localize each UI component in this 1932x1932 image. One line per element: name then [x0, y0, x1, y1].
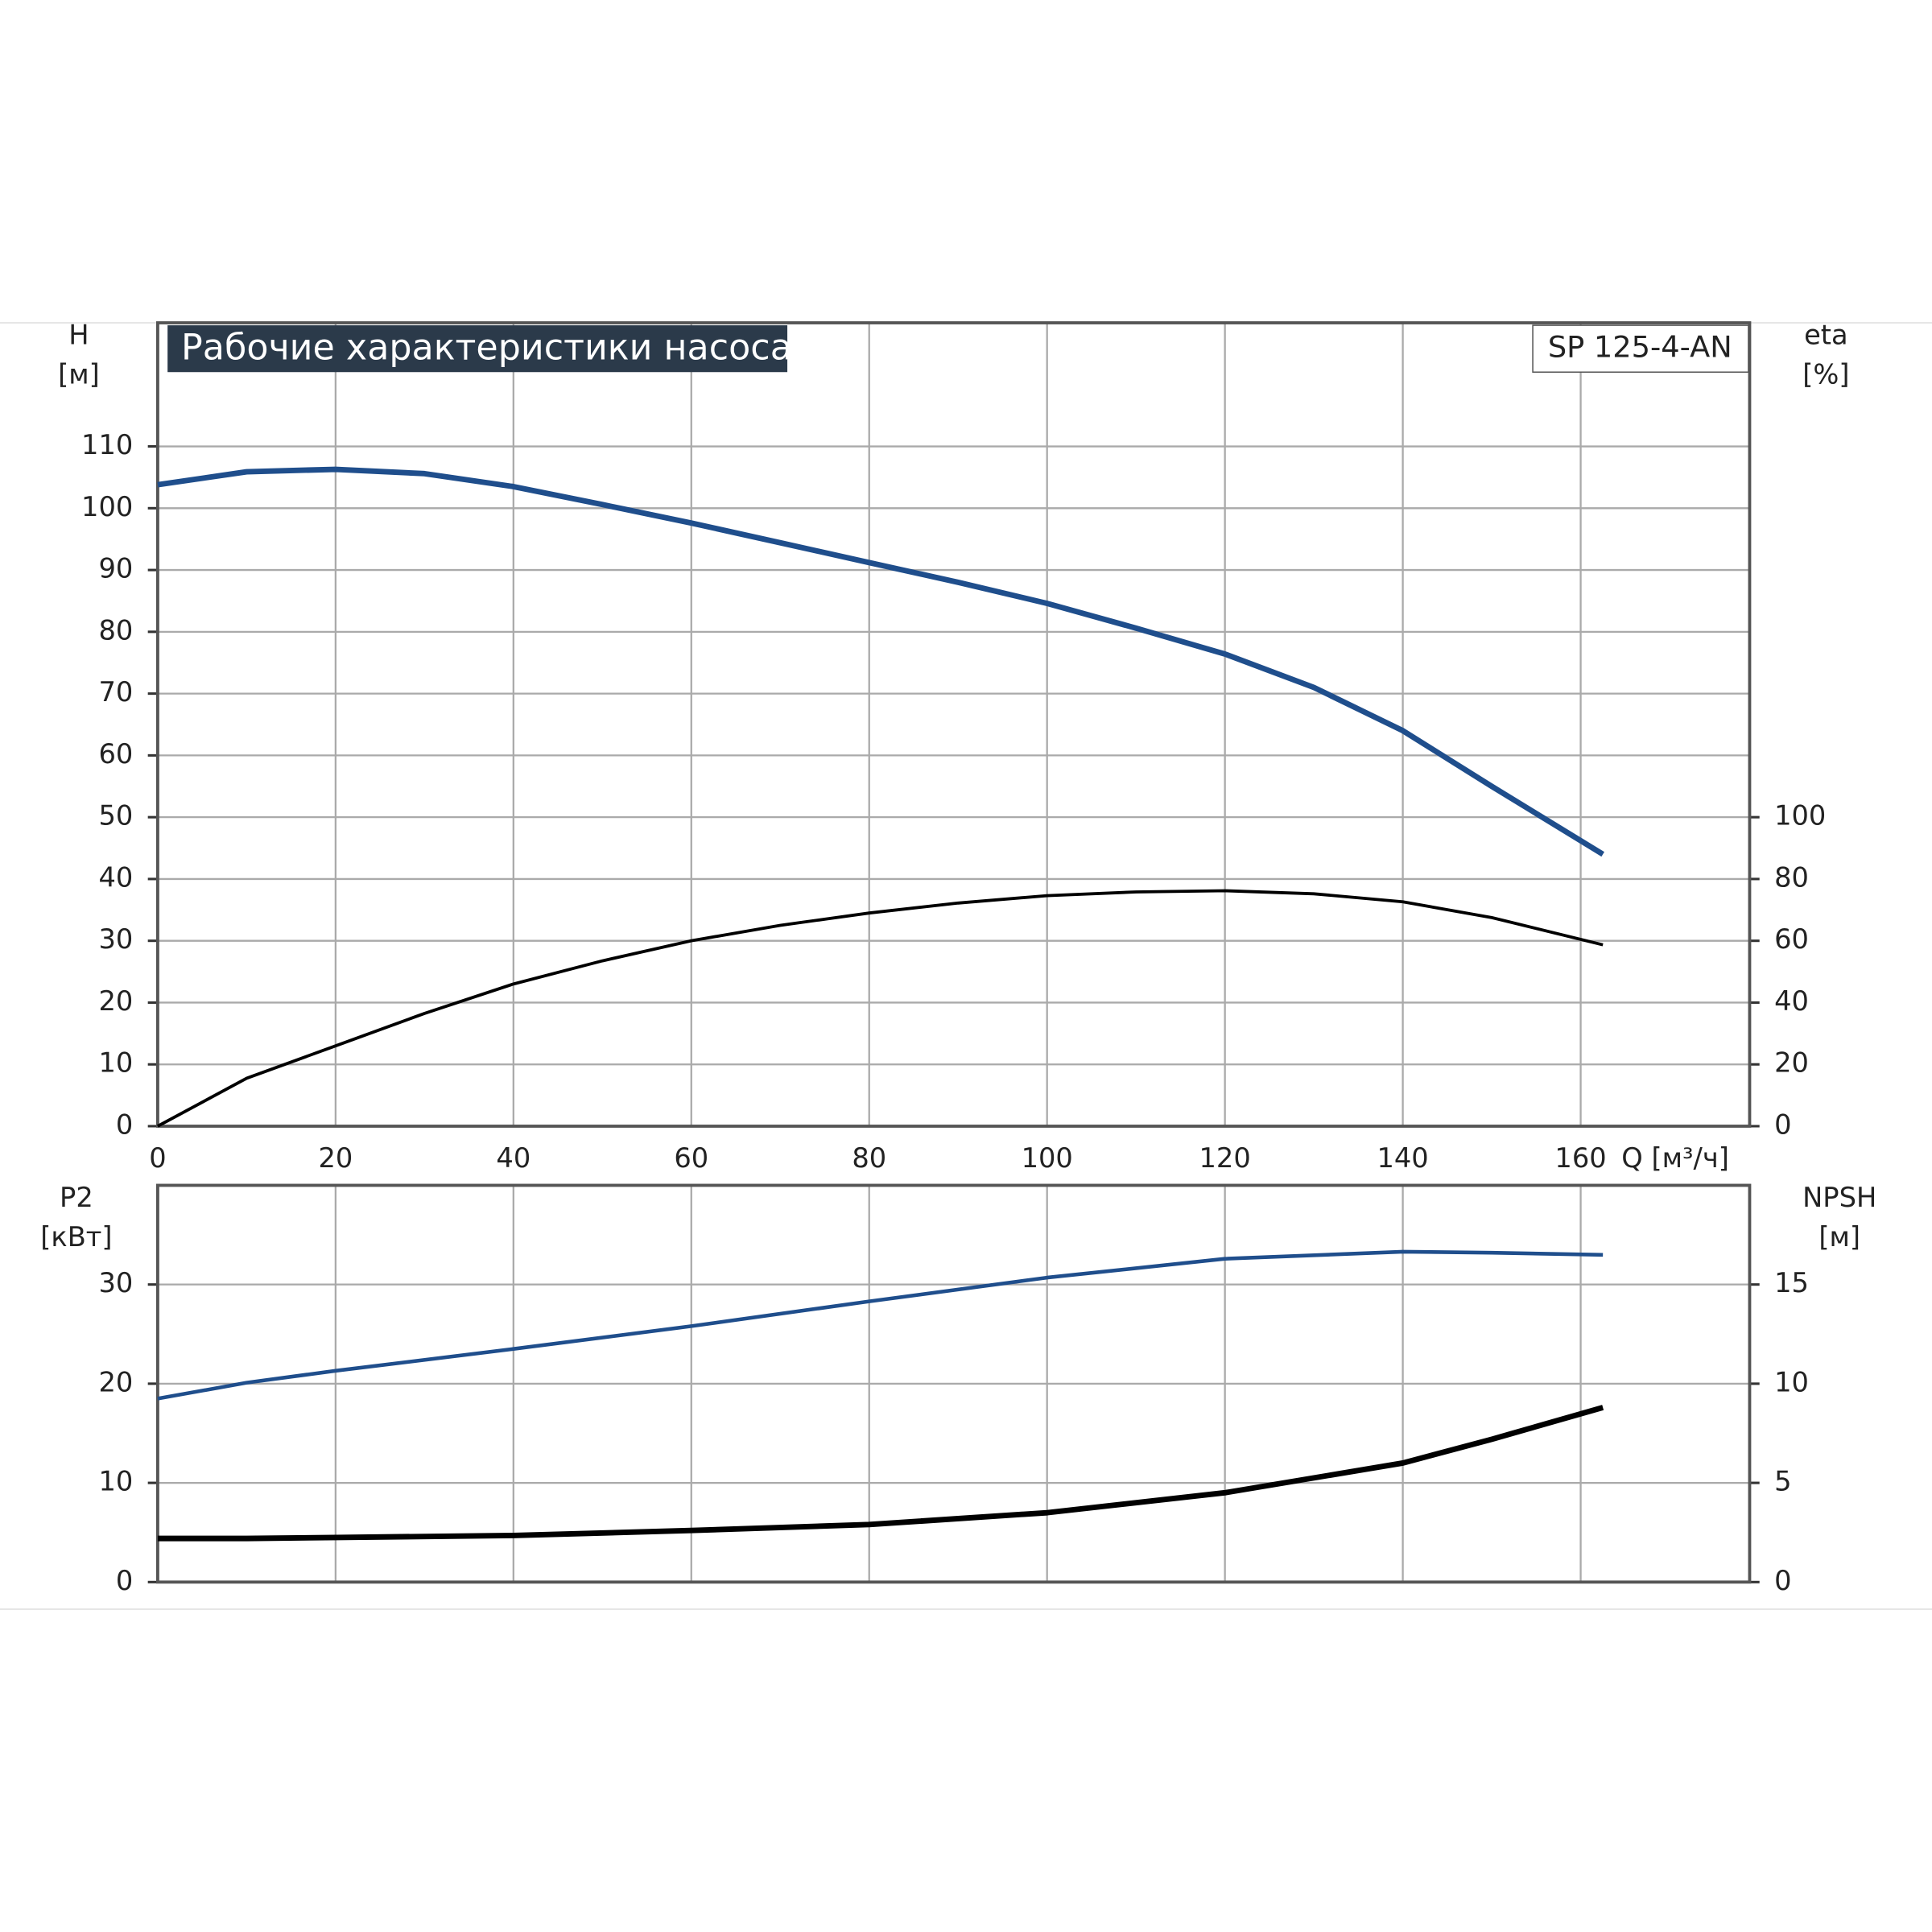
- y-tick-label: 70: [98, 676, 133, 708]
- y-tick-label: 0: [116, 1565, 133, 1596]
- data-line: [157, 889, 1604, 1128]
- data-line: [157, 1249, 1604, 1401]
- x-tick-label: 60: [674, 1142, 708, 1174]
- x-tick-label: 100: [1022, 1142, 1073, 1174]
- y2-tick-label: 5: [1774, 1466, 1791, 1497]
- y2-tick-label: 80: [1774, 861, 1809, 893]
- y-tick-label: 110: [81, 429, 133, 460]
- y-tick-label: 10: [98, 1047, 133, 1079]
- y-tick-label: 0: [116, 1108, 133, 1140]
- plot-frame: [156, 321, 1752, 1128]
- title-box: [167, 325, 788, 373]
- x-tick-label: 120: [1199, 1142, 1251, 1174]
- y-tick-label: 60: [98, 738, 133, 770]
- plot-frame: [156, 1183, 1752, 1584]
- y2-axis-label: NPSH: [1802, 1182, 1876, 1213]
- y-tick-label: 20: [98, 985, 133, 1017]
- y-tick-label: 10: [98, 1466, 133, 1497]
- y-tick-label: 30: [98, 1267, 133, 1298]
- y-axis-label: [м]: [58, 358, 100, 390]
- y-axis-label: H: [68, 319, 89, 350]
- x-axis-label: Q [м³/ч]: [1621, 1142, 1729, 1174]
- plots: 0 20 40 60 80 100 120 140 1600102030405060708090…: [40, 319, 1876, 1596]
- x-tick-label: 160: [1554, 1142, 1606, 1174]
- y-tick-label: 30: [98, 923, 133, 955]
- data-line: [157, 1405, 1604, 1542]
- model-label: SP 125-4-AN: [1548, 330, 1732, 365]
- y2-axis-label: eta: [1804, 319, 1848, 350]
- y-tick-label: 40: [98, 861, 133, 893]
- x-tick-label: 40: [496, 1142, 530, 1174]
- model-box: [1532, 324, 1749, 374]
- y-axis-label: [кВт]: [40, 1221, 112, 1253]
- chart-title: Рабочие характеристики насоса: [181, 328, 792, 369]
- y-tick-label: 90: [98, 553, 133, 584]
- y2-tick-label: 0: [1774, 1108, 1791, 1140]
- y2-tick-label: 0: [1774, 1565, 1791, 1596]
- x-tick-label: 0: [149, 1142, 166, 1174]
- y2-tick-label: 20: [1774, 1047, 1809, 1079]
- x-tick-label: 140: [1377, 1142, 1428, 1174]
- y2-tick-label: 10: [1774, 1366, 1809, 1397]
- x-tick-label: 80: [852, 1142, 886, 1174]
- y2-tick-label: 40: [1774, 985, 1809, 1017]
- y-tick-label: 80: [98, 614, 133, 646]
- y2-tick-label: 60: [1774, 923, 1809, 955]
- y-axis-label: P2: [60, 1182, 93, 1213]
- y-tick-label: 20: [98, 1366, 133, 1397]
- x-tick-label: 20: [318, 1142, 353, 1174]
- y2-tick-label: 100: [1774, 800, 1826, 832]
- y2-tick-label: 15: [1774, 1267, 1809, 1298]
- y-tick-label: 50: [98, 800, 133, 832]
- data-line: [157, 466, 1604, 857]
- y2-axis-label: [%]: [1802, 358, 1849, 390]
- y2-axis-label: [м]: [1818, 1221, 1860, 1253]
- y-tick-label: 100: [81, 491, 133, 522]
